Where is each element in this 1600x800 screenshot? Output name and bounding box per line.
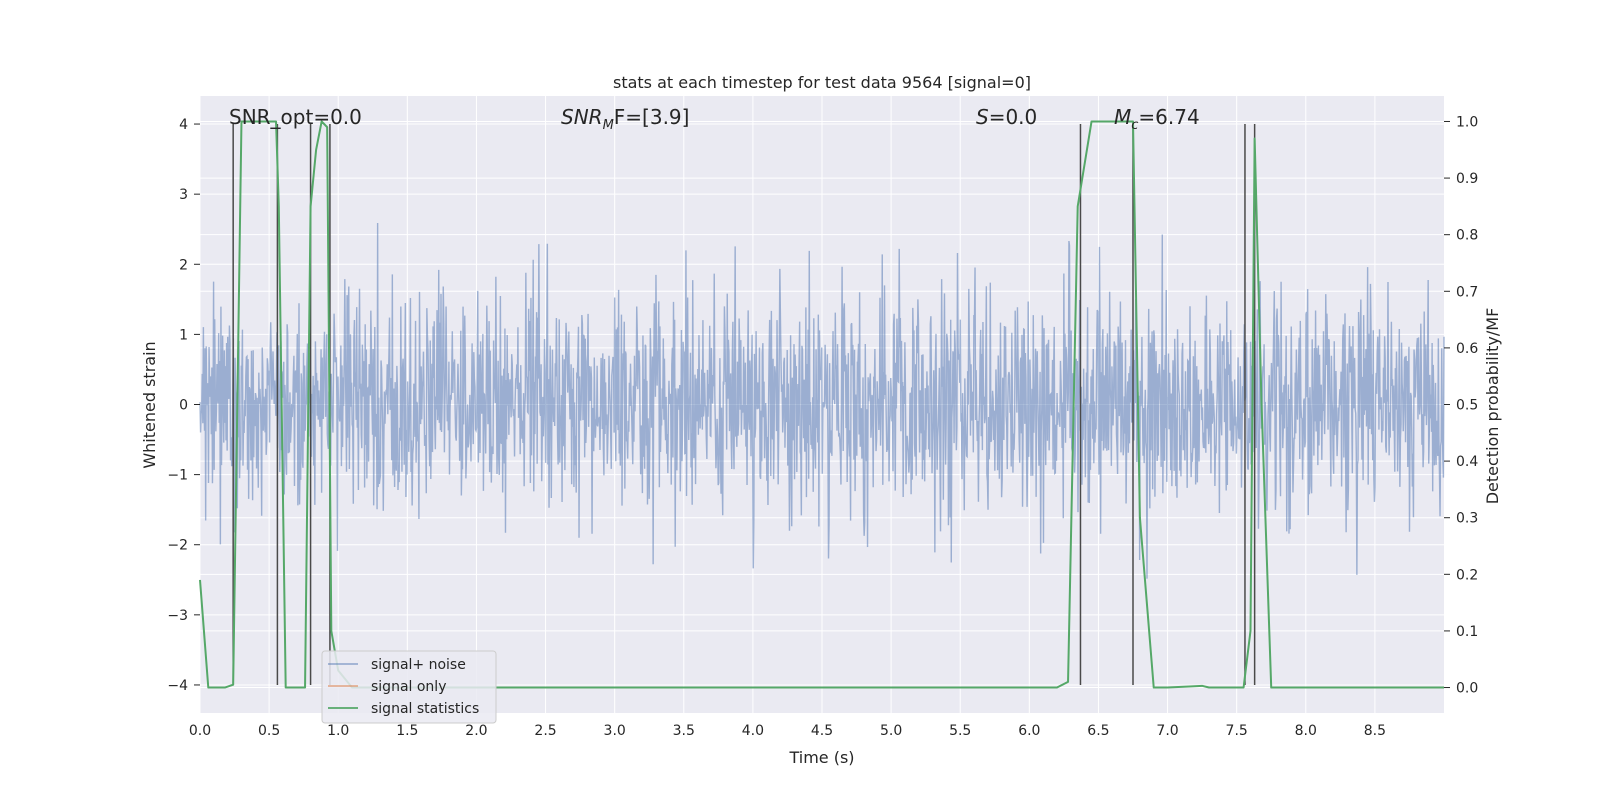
legend-label-signal-statistics: signal statistics — [371, 701, 479, 717]
legend-label-signal-noise: signal+ noise — [371, 657, 466, 673]
y2-tick-label: 0.3 — [1456, 511, 1478, 527]
annotation-mc: Mc=6.74 — [1114, 105, 1200, 133]
y2-axis-label: Detection probability/MF — [1483, 308, 1502, 505]
signal-noise-series — [199, 222, 1445, 579]
x-axis-label: Time (s) — [788, 748, 854, 767]
y2-tick-label: 0.8 — [1456, 228, 1478, 244]
y-tick-label: 3 — [179, 187, 188, 203]
annotation-s-value: =0.0 — [989, 105, 1038, 129]
x-tick-label: 0.5 — [258, 723, 280, 739]
legend: signal+ noise signal only signal statist… — [321, 650, 497, 724]
y-tick-label: 0 — [179, 398, 188, 414]
y-axis-ticks: −4 −3 −2 −1 0 1 2 3 4 — [167, 117, 200, 694]
y2-tick-label: 0.0 — [1456, 681, 1478, 697]
x-tick-label: 7.5 — [1226, 723, 1248, 739]
signal-statistics-series — [199, 120, 1444, 689]
y-axis-label: Whitened strain — [140, 341, 159, 468]
x-tick-label: 6.5 — [1087, 723, 1109, 739]
y2-tick-label: 1.0 — [1456, 114, 1478, 130]
x-tick-label: 4.5 — [811, 723, 833, 739]
y2-tick-label: 0.4 — [1456, 454, 1478, 470]
x-tick-label: 1.0 — [327, 723, 349, 739]
annotation-s: S=0.0 — [976, 105, 1037, 129]
y2-tick-label: 0.5 — [1456, 398, 1478, 414]
x-tick-label: 5.5 — [949, 723, 971, 739]
y-tick-label: 2 — [179, 257, 188, 273]
annotation-mc-value: =6.74 — [1138, 105, 1199, 129]
annotation-snr-mf-symbol: SNR — [561, 105, 603, 129]
annotation-mc-symbol: M — [1114, 105, 1131, 129]
x-tick-label: 5.0 — [880, 723, 902, 739]
annotation-mc-subscript: c — [1131, 118, 1138, 133]
x-tick-label: 7.0 — [1156, 723, 1178, 739]
x-tick-label: 4.0 — [742, 723, 764, 739]
annotation-snr-mf: SNRMF=[3.9] — [561, 105, 689, 133]
y-tick-label: −1 — [167, 468, 188, 484]
annotation-snr-opt: SNR_opt=0.0 — [229, 105, 362, 129]
annotation-snr-mf-subscript: M — [603, 118, 614, 133]
signal-statistics-line — [199, 120, 1444, 689]
x-tick-label: 2.5 — [534, 723, 556, 739]
annotation-snr-mf-value: F=[3.9] — [614, 105, 690, 129]
y2-tick-label: 0.6 — [1456, 341, 1478, 357]
x-tick-label: 3.5 — [673, 723, 695, 739]
x-tick-label: 8.0 — [1295, 723, 1317, 739]
chart-title: stats at each timestep for test data 956… — [613, 73, 1031, 92]
y-tick-label: 1 — [179, 327, 188, 343]
legend-box — [321, 650, 497, 724]
y2-tick-label: 0.7 — [1456, 284, 1478, 300]
y-tick-label: −2 — [167, 538, 188, 554]
y2-tick-label: 0.1 — [1456, 624, 1478, 640]
x-tick-label: 3.0 — [604, 723, 626, 739]
x-tick-label: 1.5 — [396, 723, 418, 739]
y-tick-label: −4 — [167, 678, 188, 694]
x-tick-label: 0.0 — [189, 723, 211, 739]
annotation-s-symbol: S — [976, 105, 989, 129]
y2-axis-ticks: 0.0 0.1 0.2 0.3 0.4 0.5 0.6 0.7 0.8 0.9 1.0 — [1444, 114, 1478, 697]
signal-noise-line — [199, 222, 1445, 579]
y-tick-label: 4 — [179, 117, 188, 133]
legend-label-signal-only: signal only — [371, 679, 446, 695]
x-axis-ticks: 0.0 0.5 1.0 1.5 2.0 2.5 3.0 3.5 4.0 4.5 5.0 5.5 6.0 6… — [189, 723, 1386, 739]
x-tick-label: 6.0 — [1018, 723, 1040, 739]
y2-tick-label: 0.9 — [1456, 171, 1478, 187]
y-tick-label: −3 — [167, 608, 188, 624]
y2-tick-label: 0.2 — [1456, 567, 1478, 583]
x-tick-label: 8.5 — [1364, 723, 1386, 739]
x-tick-label: 2.0 — [465, 723, 487, 739]
